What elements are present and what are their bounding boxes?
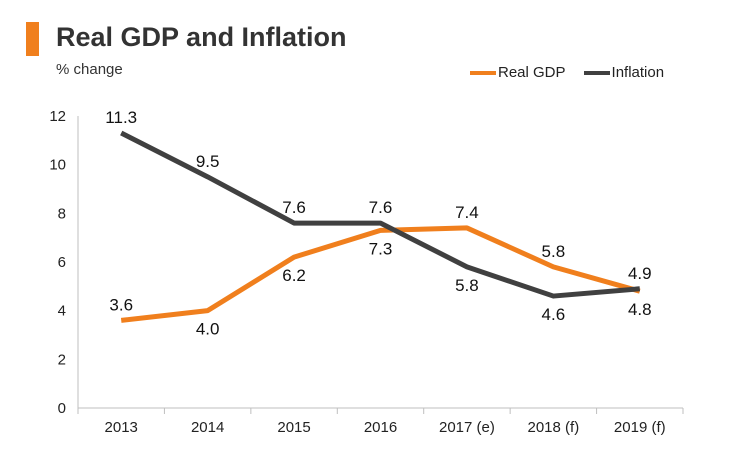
chart-subtitle: % change: [56, 61, 123, 78]
title-accent-bar: [26, 22, 39, 56]
legend-label-real-gdp: Real GDP: [498, 64, 566, 81]
data-label-inflation: 9.5: [196, 152, 220, 171]
data-label-inflation: 4.9: [628, 264, 652, 283]
data-label-inflation: 7.6: [369, 198, 393, 217]
x-tick-label: 2013: [105, 419, 138, 436]
data-label-real-gdp: 4.8: [628, 300, 652, 319]
y-tick-label: 8: [58, 205, 66, 222]
legend-swatch-real-gdp: [470, 70, 496, 75]
series-line-real-gdp: [120, 225, 641, 323]
legend-item-real-gdp: Real GDP: [470, 64, 566, 81]
x-tick-label: 2016: [364, 419, 397, 436]
x-tick-label: 2018 (f): [528, 419, 580, 436]
legend: Real GDP Inflation: [470, 64, 664, 81]
y-tick-label: 12: [49, 108, 66, 125]
data-label-real-gdp: 3.6: [109, 295, 133, 314]
y-tick-label: 4: [58, 303, 66, 320]
data-label-real-gdp: 6.2: [282, 266, 306, 285]
x-tick-label: 2014: [191, 419, 224, 436]
data-label-inflation: 5.8: [455, 276, 479, 295]
data-label-real-gdp: 7.4: [455, 203, 479, 222]
data-label-inflation: 11.3: [105, 108, 137, 127]
legend-item-inflation: Inflation: [583, 64, 665, 81]
y-tick-label: 6: [58, 254, 66, 271]
series-line-inflation: [120, 130, 640, 299]
y-tick-label: 0: [58, 400, 66, 417]
x-tick-label: 2019 (f): [614, 419, 666, 436]
data-label-real-gdp: 7.3: [369, 239, 393, 258]
x-tick-label: 2015: [277, 419, 310, 436]
y-tick-label: 10: [49, 157, 66, 174]
legend-swatch-inflation: [583, 70, 610, 75]
data-label-inflation: 4.6: [542, 305, 566, 324]
x-tick-label: 2017 (e): [439, 419, 495, 436]
data-label-real-gdp: 5.8: [542, 242, 566, 261]
data-label-inflation: 7.6: [282, 198, 306, 217]
chart-title: Real GDP and Inflation: [56, 22, 347, 52]
legend-label-inflation: Inflation: [611, 64, 665, 81]
y-tick-label: 2: [58, 351, 66, 368]
data-label-real-gdp: 4.0: [196, 320, 220, 339]
